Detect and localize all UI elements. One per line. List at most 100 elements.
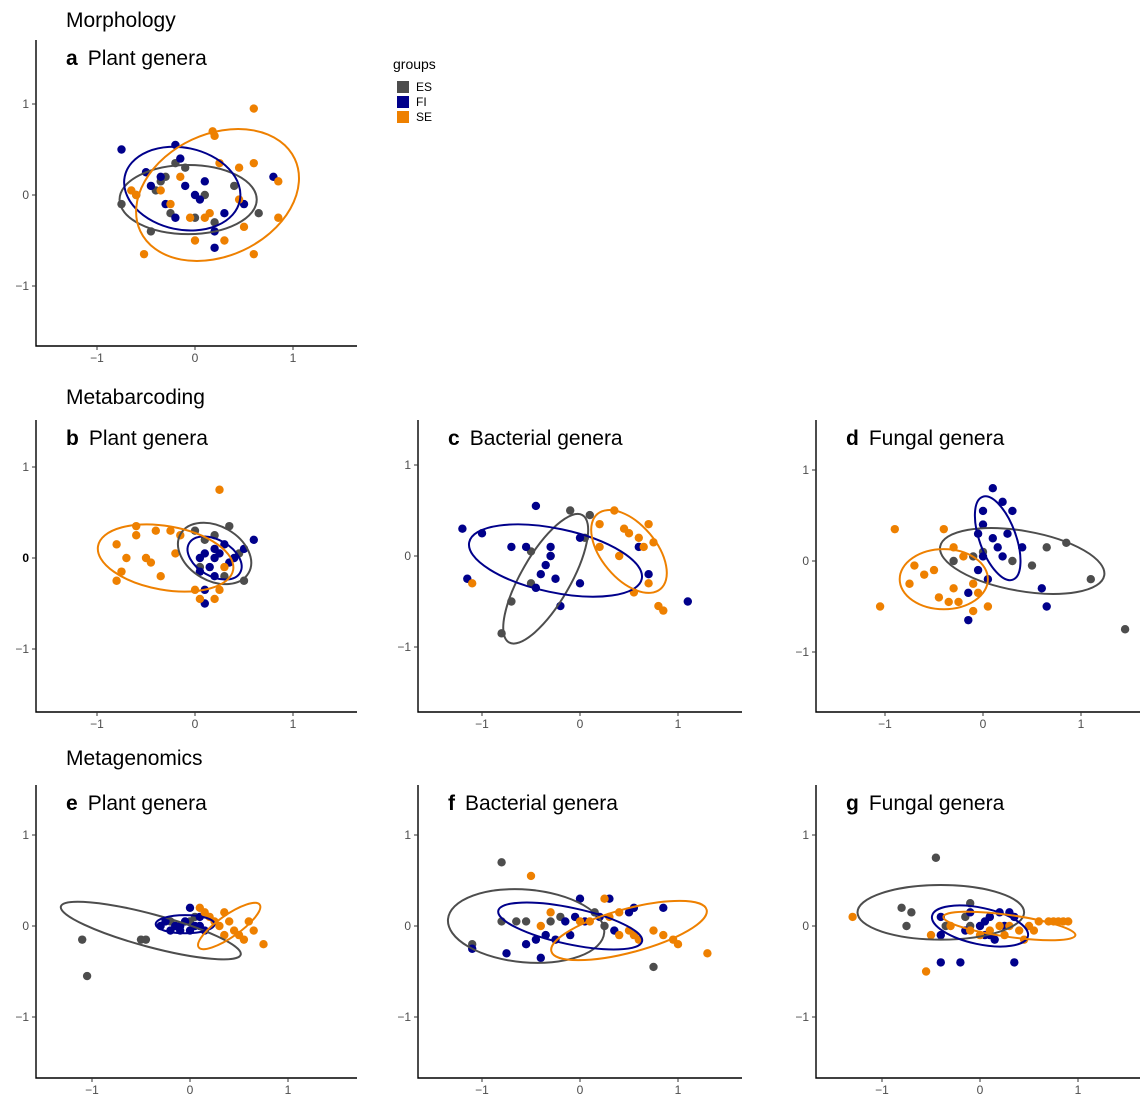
x-tick-label: −1: [90, 717, 104, 731]
point-se: [249, 158, 258, 168]
panel-c: 1 0 −1 −1 0 1 c Bacterial genera: [397, 420, 742, 731]
ellipse-es: [502, 512, 590, 645]
x-tick-label: 1: [290, 717, 297, 731]
x-tick-label: 0: [192, 351, 199, 365]
point-se: [205, 209, 214, 218]
point-se: [215, 921, 224, 931]
point-fi: [985, 912, 994, 922]
point-se: [615, 930, 624, 940]
x-tick-label: 0: [577, 1083, 584, 1094]
point-es: [512, 917, 521, 926]
point-se: [259, 940, 268, 949]
point-se: [156, 572, 165, 581]
point-se: [595, 542, 604, 552]
point-se: [249, 104, 258, 113]
y-tick-label: −1: [15, 642, 29, 656]
point-fi: [1008, 506, 1017, 516]
point-se: [195, 594, 205, 604]
point-es: [902, 921, 911, 931]
legend: groups ES FI SE: [393, 56, 436, 124]
y-tick-label: 1: [404, 458, 411, 472]
point-fi: [210, 243, 219, 252]
x-tick-label: −1: [475, 1083, 489, 1094]
y-tick-label: −1: [397, 640, 411, 654]
point-fi: [575, 579, 585, 588]
ellipse-es: [938, 527, 1106, 595]
point-se: [890, 524, 899, 534]
panel-letter: c: [448, 427, 460, 450]
point-se: [944, 597, 953, 607]
point-se: [624, 529, 634, 538]
point-fi: [644, 570, 653, 579]
ellipse-es: [59, 900, 242, 961]
point-se: [969, 606, 978, 616]
point-se: [983, 602, 993, 611]
ellipse-se: [898, 548, 989, 611]
panel-title: f Bacterial genera: [448, 792, 618, 815]
point-se: [127, 186, 136, 195]
point-fi: [978, 520, 988, 529]
point-se: [644, 579, 653, 588]
point-fi: [117, 145, 126, 154]
point-se: [274, 177, 283, 186]
point-fi: [210, 553, 219, 563]
panel-a: 1 0 −1 −1 0 1 a Plant genera: [15, 40, 357, 365]
panel-title-text: Plant genera: [88, 47, 207, 70]
point-se: [703, 949, 712, 958]
point-se: [220, 562, 229, 572]
panel-g: 1 0 −1 −1 0 1 g Fungal genera: [795, 785, 1140, 1094]
x-tick-label: 1: [1078, 717, 1085, 731]
y-tick-label: 0: [404, 919, 411, 933]
point-fi: [536, 570, 545, 579]
point-se: [910, 561, 919, 570]
ellipse-fi: [467, 523, 644, 598]
point-se: [673, 940, 683, 949]
point-se: [921, 967, 931, 976]
x-tick-label: −1: [90, 351, 104, 365]
y-tick-label: 0: [802, 919, 809, 933]
point-se: [132, 531, 141, 540]
point-se: [926, 930, 936, 940]
point-es: [566, 506, 575, 515]
point-se: [615, 551, 624, 561]
point-fi: [146, 181, 156, 191]
point-fi: [249, 535, 258, 544]
point-se: [210, 594, 219, 604]
panel-d: 1 0 −1 −1 0 1 d Fungal genera: [795, 420, 1140, 731]
point-se: [185, 213, 195, 222]
point-fi: [993, 543, 1002, 552]
panel-title-text: Plant genera: [88, 792, 207, 815]
point-es: [1086, 575, 1096, 584]
point-se: [234, 163, 244, 172]
point-fi: [195, 553, 205, 563]
x-tick-label: −1: [878, 717, 892, 731]
panel-title-text: Bacterial genera: [465, 792, 618, 815]
point-se: [156, 186, 165, 195]
point-fi: [575, 894, 585, 903]
x-tick-label: 0: [577, 717, 584, 731]
point-es: [239, 576, 249, 585]
axes: [417, 420, 742, 713]
point-es: [649, 962, 658, 972]
legend-label-fi: FI: [416, 95, 427, 109]
point-se: [139, 249, 149, 259]
point-fi: [546, 542, 555, 552]
point-fi: [156, 172, 165, 181]
point-es: [78, 935, 87, 944]
y-tick-label: −1: [15, 1010, 29, 1024]
axes: [417, 785, 742, 1079]
point-fi: [531, 935, 541, 944]
x-tick-label: 0: [187, 1083, 194, 1094]
point-fi: [990, 935, 999, 944]
point-es: [521, 917, 531, 926]
point-es: [141, 935, 151, 944]
point-fi: [1003, 529, 1012, 538]
point-fi: [185, 903, 195, 912]
point-es: [907, 908, 916, 917]
axes: [815, 420, 1140, 713]
y-tick-label: 0: [22, 188, 29, 202]
point-se: [274, 213, 283, 222]
point-se: [112, 576, 121, 585]
y-tick-label: −1: [15, 279, 29, 293]
